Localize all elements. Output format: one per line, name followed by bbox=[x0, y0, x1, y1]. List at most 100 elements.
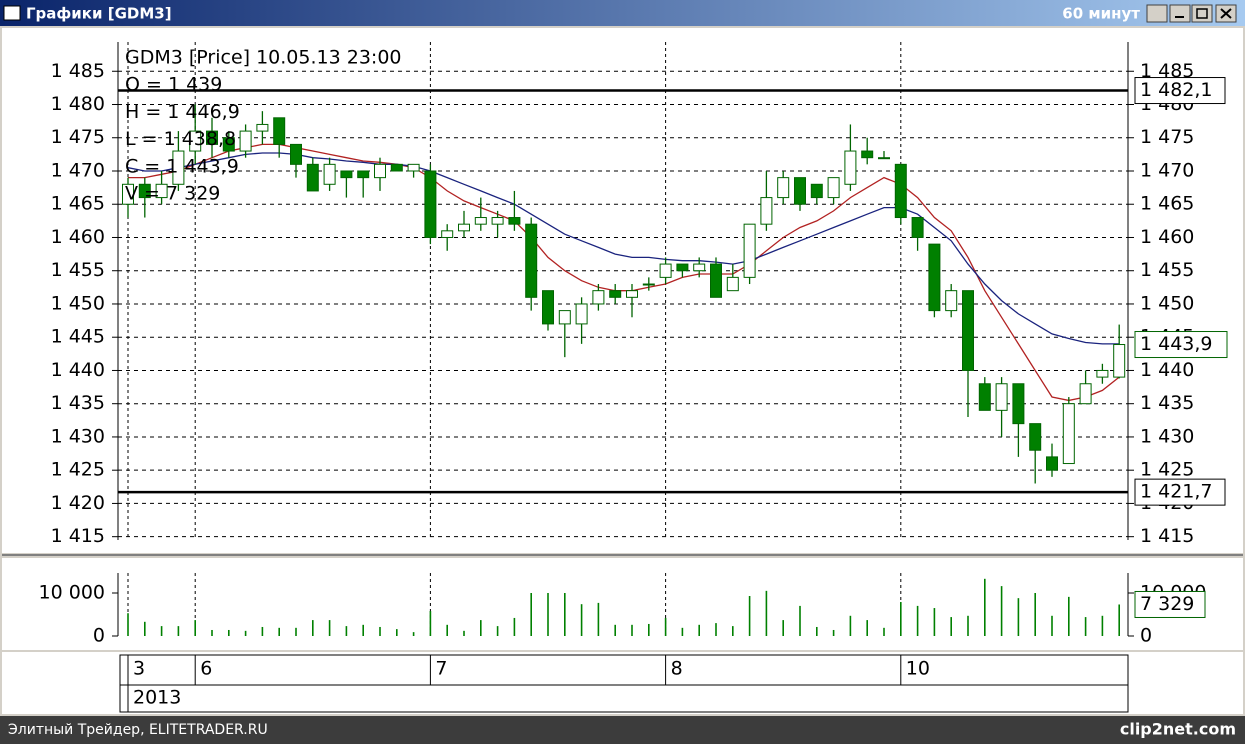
y-tick-label: 0 bbox=[1140, 625, 1152, 647]
minimize-button[interactable] bbox=[1169, 4, 1191, 23]
maximize-button[interactable] bbox=[1191, 4, 1213, 23]
candle-body bbox=[323, 163, 336, 185]
year-label: 2013 bbox=[133, 687, 181, 709]
watermark: clip2net.com bbox=[1120, 720, 1236, 739]
candle-body bbox=[693, 263, 706, 272]
y-tick-label: 0 bbox=[93, 625, 105, 647]
x-tick-label: 10 bbox=[906, 658, 930, 680]
y-tick-label: 1 455 bbox=[1140, 259, 1194, 281]
info-line: C = 1 443,9 bbox=[125, 155, 239, 177]
candle-body bbox=[340, 170, 353, 179]
info-line: L = 1 438,8 bbox=[125, 128, 236, 150]
y-tick-label: 1 460 bbox=[51, 226, 105, 248]
y-tick-label: 1 425 bbox=[51, 459, 105, 481]
candle-body bbox=[189, 130, 202, 152]
candle-body bbox=[155, 183, 168, 199]
candle-body bbox=[491, 217, 504, 225]
level-box bbox=[1134, 478, 1226, 506]
candle-body bbox=[878, 157, 890, 160]
candle-body bbox=[474, 217, 487, 225]
candle-body bbox=[659, 263, 672, 278]
y-tick-label: 1 465 bbox=[51, 193, 105, 215]
y-tick-label: 1 455 bbox=[51, 259, 105, 281]
candle-body bbox=[827, 177, 840, 199]
y-tick-label: 1 420 bbox=[51, 492, 105, 514]
pin-button[interactable] bbox=[1146, 4, 1168, 23]
y-tick-label: 1 475 bbox=[1140, 126, 1194, 148]
level-box bbox=[1134, 77, 1226, 105]
candle-body bbox=[306, 163, 319, 192]
last-price-label: 1 443,9 bbox=[1140, 333, 1213, 355]
candle-body bbox=[122, 183, 134, 205]
candle-body bbox=[222, 137, 235, 152]
candle-body bbox=[626, 290, 638, 298]
candle-body bbox=[407, 163, 420, 172]
y-tick-label: 1 440 bbox=[51, 359, 105, 381]
candle-body bbox=[441, 230, 454, 238]
candle-body bbox=[810, 183, 823, 199]
candle-body bbox=[374, 163, 386, 179]
info-line: V = 7 329 bbox=[125, 183, 220, 205]
y-tick-label: 1 450 bbox=[51, 292, 105, 314]
y-tick-label: 1 440 bbox=[1140, 359, 1194, 381]
level-label: 1 482,1 bbox=[1140, 79, 1213, 101]
y-tick-label: 1 480 bbox=[51, 93, 105, 115]
x-tick-label: 8 bbox=[671, 658, 683, 680]
y-tick-label: 1 465 bbox=[1140, 193, 1194, 215]
info-line: GDM3 [Price] 10.05.13 23:00 bbox=[125, 47, 402, 69]
x-tick-label: 3 bbox=[133, 658, 145, 680]
period: 60 минут bbox=[1062, 5, 1140, 23]
candle-body bbox=[642, 283, 655, 286]
candle-body bbox=[995, 383, 1008, 411]
candle-body bbox=[911, 217, 924, 238]
candle-body bbox=[1096, 369, 1109, 378]
candle-body bbox=[592, 290, 605, 305]
title-bar bbox=[0, 0, 1245, 26]
candle-body bbox=[138, 183, 151, 199]
candle-body bbox=[458, 223, 470, 232]
candle-body bbox=[508, 217, 521, 225]
candle-body bbox=[525, 223, 538, 298]
date-frame bbox=[119, 654, 1129, 713]
candle-body bbox=[1046, 456, 1058, 471]
candle-body bbox=[894, 163, 907, 219]
candle-body bbox=[861, 150, 874, 159]
candle-body bbox=[1062, 403, 1075, 465]
x-tick-label: 6 bbox=[200, 658, 212, 680]
candle-body bbox=[928, 243, 941, 312]
y-tick-label: 1 415 bbox=[51, 525, 105, 547]
y-tick-label: 10 000 bbox=[39, 581, 105, 603]
candle-body bbox=[542, 290, 554, 325]
y-tick-label: 1 450 bbox=[1140, 292, 1194, 314]
y-tick-label: 1 460 bbox=[1140, 226, 1194, 248]
last-volume-box bbox=[1134, 590, 1206, 618]
x-tick-label: 7 bbox=[435, 658, 447, 680]
candle-body bbox=[962, 290, 974, 371]
candle-body bbox=[760, 197, 773, 225]
candle-body bbox=[1029, 423, 1042, 451]
date-panel bbox=[2, 652, 1243, 714]
y-tick-label: 1 470 bbox=[1140, 159, 1194, 181]
candle-body bbox=[390, 163, 403, 172]
last-price-box bbox=[1134, 331, 1228, 359]
y-tick-label: 1 415 bbox=[1140, 525, 1194, 547]
candle-body bbox=[172, 150, 185, 185]
candle-body bbox=[777, 177, 790, 199]
candle-body bbox=[1113, 344, 1126, 378]
candle-body bbox=[575, 303, 588, 325]
candle-body bbox=[710, 263, 722, 298]
y-tick-label: 1 485 bbox=[51, 60, 105, 82]
last-volume-label: 7 329 bbox=[1140, 593, 1194, 615]
y-tick-label: 1 470 bbox=[51, 159, 105, 181]
candle-body bbox=[743, 223, 756, 278]
y-tick-label: 1 430 bbox=[1140, 425, 1194, 447]
candle-body bbox=[676, 263, 689, 272]
window-buttons bbox=[1146, 4, 1237, 23]
window-title: Графики [GDM3] bbox=[26, 5, 172, 23]
info-line: O = 1 439 bbox=[125, 74, 222, 96]
candle-body bbox=[357, 170, 370, 179]
candle-body bbox=[794, 177, 806, 205]
volume-panel bbox=[2, 558, 1243, 650]
